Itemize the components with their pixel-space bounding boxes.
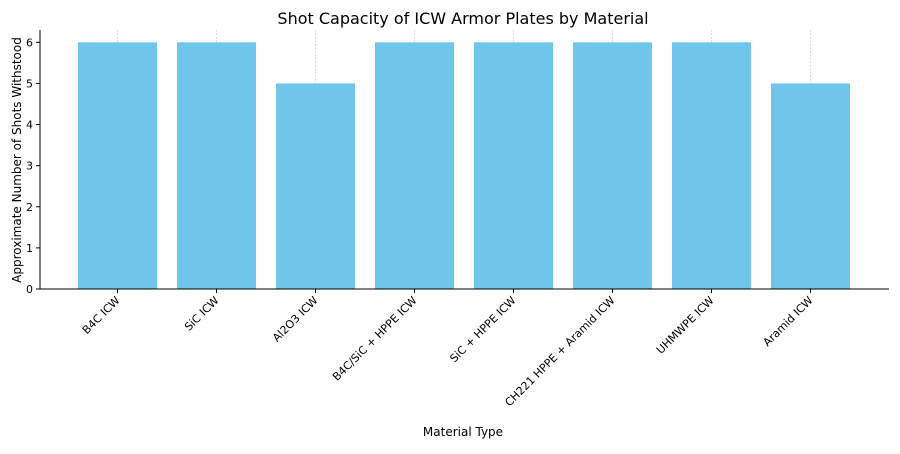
bar-layer (78, 42, 850, 290)
bar-1 (177, 42, 256, 290)
bar-0 (78, 42, 157, 290)
bar-4 (474, 42, 553, 290)
bar-3 (375, 42, 454, 290)
bar-5 (573, 42, 652, 290)
x-tick-label: SiC + HPPE ICW (447, 294, 518, 365)
y-tick-label: 1 (26, 242, 33, 255)
bar-7 (771, 83, 850, 289)
bar-2 (276, 83, 355, 289)
x-tick-label: B4C ICW (80, 294, 123, 337)
y-tick-label: 3 (26, 160, 33, 173)
chart-title: Shot Capacity of ICW Armor Plates by Mat… (277, 9, 648, 28)
x-tick-label: UHMWPE ICW (654, 294, 717, 357)
y-tick-label: 0 (26, 283, 33, 296)
y-tick-label: 4 (26, 119, 33, 132)
y-tick-label: 2 (26, 201, 33, 214)
x-tick-label: Al2O3 ICW (270, 294, 321, 345)
bar-6 (672, 42, 751, 290)
x-tick-label: CH221 HPPE + Aramid ICW (502, 294, 617, 409)
y-tick-label: 6 (26, 36, 33, 49)
x-tick-label: SiC ICW (182, 294, 222, 334)
x-tick-label: Aramid ICW (761, 294, 816, 349)
y-tick-label: 5 (26, 77, 33, 90)
x-tick-label: B4C/SiC + HPPE ICW (330, 294, 420, 384)
y-axis-label: Approximate Number of Shots Withstood (10, 37, 24, 283)
x-axis-label: Material Type (423, 425, 503, 439)
